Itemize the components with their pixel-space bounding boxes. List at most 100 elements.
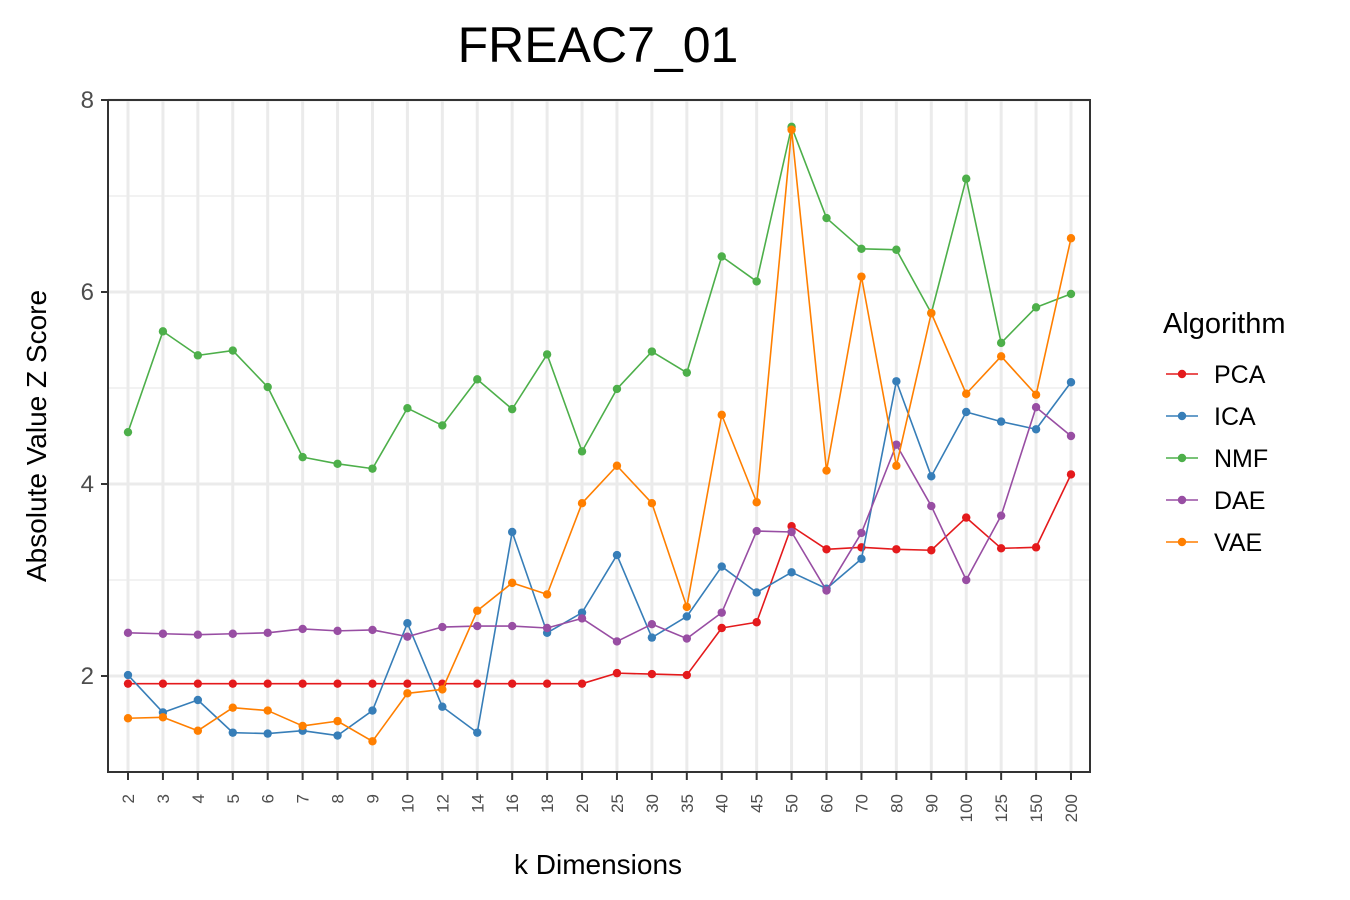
data-point-vae bbox=[507, 578, 517, 588]
data-point-vae bbox=[1031, 390, 1041, 399]
data-point-dae bbox=[717, 608, 726, 617]
data-point-dae bbox=[333, 626, 342, 636]
legend-key-point bbox=[1177, 369, 1187, 379]
data-point-vae bbox=[927, 308, 936, 318]
x-tick-label: 2 bbox=[119, 794, 138, 803]
series-line-dae bbox=[127, 406, 1072, 643]
data-point-ica bbox=[927, 472, 936, 481]
y-tick-label: 6 bbox=[81, 279, 94, 306]
x-tick-label: 6 bbox=[259, 794, 278, 803]
data-point-pca bbox=[193, 679, 203, 688]
x-tick-label: 40 bbox=[713, 794, 732, 813]
data-point-pca bbox=[647, 669, 657, 679]
data-point-vae bbox=[438, 685, 447, 694]
data-point-dae bbox=[542, 623, 552, 633]
data-point-ica bbox=[612, 550, 622, 560]
data-point-vae bbox=[158, 713, 168, 722]
data-point-nmf bbox=[892, 245, 901, 254]
data-point-vae bbox=[193, 726, 203, 735]
data-point-ica bbox=[717, 562, 726, 571]
data-point-pca bbox=[403, 679, 412, 688]
x-tick-label: 9 bbox=[363, 794, 382, 803]
data-point-pca bbox=[1031, 543, 1041, 552]
data-point-pca bbox=[752, 618, 761, 627]
y-tick-label: 4 bbox=[81, 471, 94, 498]
data-point-pca bbox=[612, 668, 622, 678]
legend-label: VAE bbox=[1214, 529, 1262, 557]
data-point-pca bbox=[333, 679, 342, 688]
data-point-vae bbox=[996, 352, 1006, 361]
x-tick-label: 45 bbox=[748, 794, 767, 813]
data-point-ica bbox=[787, 568, 796, 577]
x-tick-label: 10 bbox=[398, 794, 417, 813]
data-point-pca bbox=[717, 623, 726, 633]
data-point-nmf bbox=[193, 351, 203, 360]
data-point-dae bbox=[263, 628, 272, 637]
series-line-ica bbox=[127, 380, 1072, 737]
data-point-vae bbox=[647, 499, 657, 508]
x-tick-label: 4 bbox=[189, 794, 208, 803]
data-point-dae bbox=[822, 586, 831, 595]
legend-label: DAE bbox=[1214, 487, 1265, 515]
data-point-vae bbox=[857, 272, 866, 281]
data-point-vae bbox=[892, 461, 901, 470]
legend-key-point bbox=[1177, 411, 1187, 421]
data-point-ica bbox=[577, 608, 587, 617]
data-point-vae bbox=[682, 602, 692, 612]
x-tick-label: 35 bbox=[678, 794, 697, 813]
x-tick-label: 90 bbox=[922, 794, 941, 813]
legend-key-point bbox=[1177, 453, 1187, 463]
data-point-ica bbox=[507, 527, 517, 537]
data-point-dae bbox=[996, 511, 1006, 520]
x-tick-label: 8 bbox=[329, 794, 348, 803]
legend-label: PCA bbox=[1214, 361, 1266, 389]
x-tick-label: 3 bbox=[154, 794, 173, 803]
data-point-ica bbox=[892, 377, 901, 386]
data-point-vae bbox=[333, 716, 342, 726]
data-point-nmf bbox=[438, 421, 447, 430]
data-point-dae bbox=[123, 628, 133, 637]
legend: Algorithm PCA ICA NMF DAE VAE bbox=[1163, 308, 1286, 557]
data-point-nmf bbox=[298, 452, 307, 462]
data-point-pca bbox=[682, 670, 692, 680]
data-point-dae bbox=[193, 630, 203, 639]
chart-title: FREAC7_01 bbox=[458, 17, 739, 73]
data-point-pca bbox=[822, 545, 831, 554]
data-point-ica bbox=[647, 633, 657, 642]
x-tick-label: 125 bbox=[992, 794, 1011, 822]
x-tick-label: 70 bbox=[852, 794, 871, 813]
data-point-ica bbox=[368, 706, 377, 715]
data-point-nmf bbox=[682, 368, 692, 377]
data-point-vae bbox=[752, 498, 761, 507]
x-tick-label: 60 bbox=[818, 794, 837, 813]
series-line-vae bbox=[127, 128, 1072, 743]
x-tick-label: 16 bbox=[503, 794, 522, 813]
legend-label: NMF bbox=[1214, 445, 1268, 473]
data-point-ica bbox=[438, 702, 447, 711]
data-point-nmf bbox=[1066, 289, 1076, 299]
legend-key-point bbox=[1177, 537, 1187, 547]
data-point-nmf bbox=[333, 459, 342, 469]
data-point-ica bbox=[228, 728, 237, 737]
data-point-dae bbox=[368, 625, 377, 635]
data-point-dae bbox=[857, 528, 866, 538]
data-point-nmf bbox=[752, 277, 761, 286]
data-point-dae bbox=[612, 637, 622, 646]
data-point-dae bbox=[752, 526, 761, 536]
x-tick-label: 100 bbox=[957, 794, 976, 822]
x-tick-label: 80 bbox=[887, 794, 906, 813]
data-point-pca bbox=[263, 679, 272, 688]
data-point-nmf bbox=[123, 427, 133, 437]
plot-border bbox=[107, 99, 1091, 773]
data-point-dae bbox=[1066, 431, 1076, 441]
x-tick-label: 7 bbox=[294, 794, 313, 803]
data-point-pca bbox=[473, 679, 482, 688]
data-point-ica bbox=[1066, 378, 1076, 387]
data-point-nmf bbox=[962, 174, 971, 183]
legend-label: ICA bbox=[1214, 403, 1256, 431]
data-point-pca bbox=[962, 513, 971, 522]
x-tick-label: 200 bbox=[1062, 794, 1081, 822]
data-point-nmf bbox=[1031, 303, 1041, 312]
data-point-pca bbox=[996, 544, 1006, 553]
